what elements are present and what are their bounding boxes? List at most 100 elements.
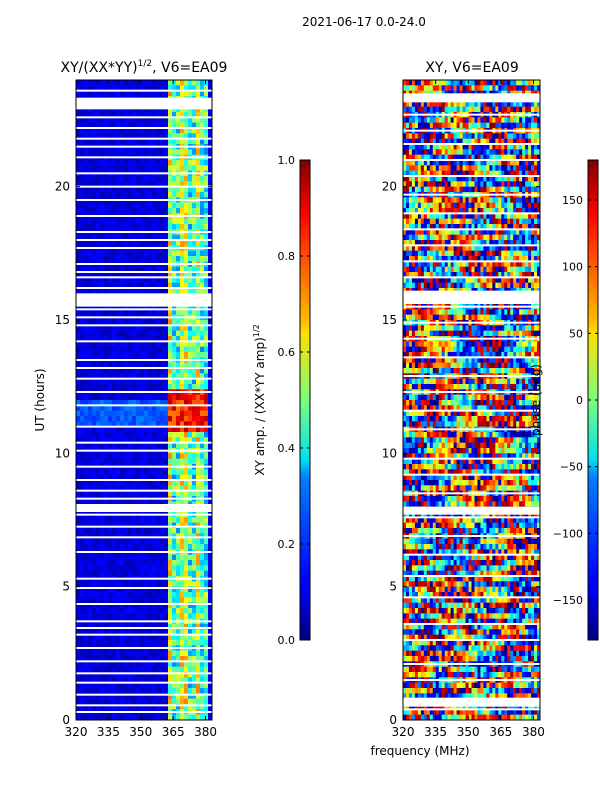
- heatmap-cell: [128, 480, 133, 486]
- heatmap-cell: [525, 106, 529, 113]
- heatmap-cell: [429, 170, 434, 177]
- heatmap-cell: [176, 352, 181, 358]
- heatmap-cell: [120, 352, 125, 358]
- heatmap-cell: [104, 714, 109, 720]
- heatmap-cell: [444, 85, 449, 92]
- heatmap-cell: [459, 133, 464, 140]
- heatmap-cell: [208, 394, 212, 401]
- heatmap-cell: [92, 672, 97, 678]
- heatmap-cell: [124, 592, 129, 598]
- heatmap-cell: [92, 570, 97, 577]
- heatmap-cell: [112, 234, 117, 241]
- heatmap-cell: [180, 133, 185, 140]
- heatmap-cell: [480, 85, 485, 92]
- heatmap-cell: [104, 320, 109, 326]
- heatmap-cell: [426, 101, 431, 108]
- heatmap-cell: [200, 117, 205, 124]
- heatmap-cell: [160, 272, 165, 278]
- heatmap-cell: [441, 80, 446, 86]
- heatmap-cell: [140, 634, 145, 641]
- heatmap-cell: [84, 218, 89, 225]
- heatmap-cell: [104, 581, 109, 588]
- heatmap-cell: [128, 149, 133, 156]
- heatmap-cell: [116, 666, 121, 673]
- heatmap-cell: [144, 362, 149, 369]
- heatmap-cell: [164, 426, 169, 433]
- heatmap-cell: [140, 560, 145, 566]
- heatmap-cell: [148, 272, 153, 278]
- heatmap-cell: [112, 565, 117, 572]
- heatmap-cell: [144, 602, 149, 609]
- heatmap-cell: [76, 384, 81, 390]
- heatmap-cell: [96, 192, 101, 198]
- heatmap-cell: [112, 528, 117, 534]
- heatmap-cell: [483, 149, 487, 156]
- heatmap-cell: [148, 410, 153, 417]
- heatmap-cell: [176, 186, 181, 193]
- heatmap-cell: [208, 272, 212, 278]
- heatmap-cell: [188, 613, 193, 620]
- heatmap-cell: [504, 122, 508, 129]
- heatmap-cell: [414, 80, 419, 86]
- heatmap-cell: [96, 698, 101, 705]
- heatmap-cell: [84, 634, 89, 641]
- heatmap-cell: [465, 101, 470, 108]
- heatmap-cell: [176, 693, 181, 700]
- heatmap-cell: [76, 325, 81, 332]
- heatmap-cell: [192, 474, 197, 481]
- heatmap-cell: [184, 581, 189, 588]
- heatmap-cell: [405, 149, 410, 156]
- heatmap-cell: [208, 640, 212, 646]
- heatmap-cell: [531, 149, 535, 156]
- heatmap-cell: [172, 640, 177, 646]
- heatmap-cell: [80, 629, 85, 636]
- heatmap-cell: [128, 704, 133, 710]
- heatmap-cell: [204, 485, 209, 492]
- heatmap-cell: [120, 677, 125, 684]
- heatmap-cell: [507, 165, 511, 172]
- heatmap-cell: [112, 165, 117, 172]
- heatmap-cell: [477, 106, 482, 113]
- heatmap-cell: [172, 250, 177, 257]
- heatmap-cell: [84, 304, 89, 310]
- heatmap-cell: [132, 698, 137, 705]
- heatmap-cell: [120, 138, 125, 145]
- heatmap-cell: [116, 538, 121, 545]
- heatmap-cell: [96, 282, 101, 289]
- heatmap-cell: [180, 325, 185, 332]
- heatmap-cell: [88, 453, 93, 460]
- heatmap-cell: [200, 544, 205, 550]
- heatmap-cell: [192, 304, 197, 310]
- heatmap-cell: [80, 453, 85, 460]
- heatmap-cell: [429, 101, 434, 108]
- heatmap-cell: [417, 101, 422, 108]
- heatmap-cell: [176, 682, 181, 689]
- heatmap-cell: [88, 149, 93, 156]
- heatmap-cell: [405, 138, 410, 145]
- heatmap-cell: [168, 666, 173, 673]
- heatmap-cell: [96, 421, 101, 428]
- heatmap-cell: [104, 437, 109, 444]
- heatmap-cell: [441, 101, 446, 108]
- heatmap-cell: [438, 80, 443, 86]
- heatmap-cell: [152, 666, 157, 673]
- heatmap-cell: [188, 597, 193, 604]
- heatmap-cell: [172, 688, 177, 694]
- heatmap-cell: [405, 170, 410, 177]
- heatmap-cell: [204, 565, 209, 572]
- heatmap-cell: [132, 288, 137, 294]
- heatmap-cell: [112, 330, 117, 337]
- heatmap-cell: [403, 85, 407, 92]
- heatmap-cell: [80, 346, 85, 353]
- heatmap-cell: [528, 117, 532, 124]
- heatmap-cell: [172, 192, 177, 198]
- heatmap-cell: [136, 565, 141, 572]
- heatmap-cell: [80, 149, 85, 156]
- heatmap-cell: [522, 122, 526, 129]
- heatmap-cell: [192, 640, 197, 646]
- heatmap-cell: [172, 480, 177, 486]
- heatmap-cell: [152, 325, 157, 332]
- heatmap-cell: [192, 453, 197, 460]
- heatmap-cell: [483, 80, 487, 86]
